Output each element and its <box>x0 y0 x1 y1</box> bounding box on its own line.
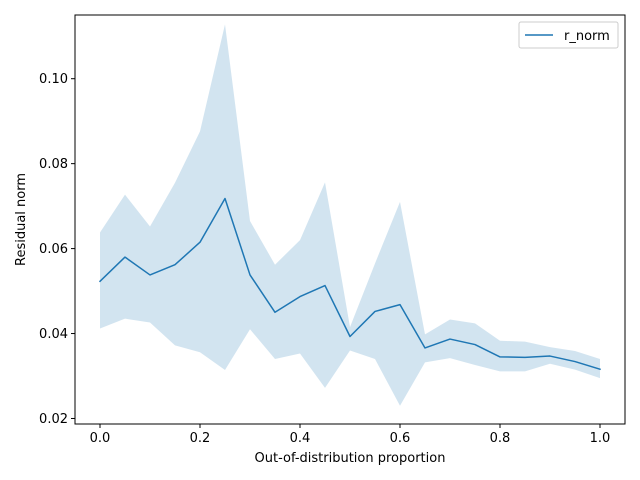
confidence-band-layer <box>100 24 600 406</box>
x-tick-label: 0.8 <box>490 431 511 446</box>
y-tick-label: 0.08 <box>39 157 68 172</box>
legend-label-r-norm: r_norm <box>564 29 610 44</box>
y-axis-label: Residual norm <box>14 173 29 266</box>
legend: r_norm <box>518 21 619 49</box>
x-axis-ticks: 0.0 0.2 0.4 0.6 0.8 1.0 <box>90 424 611 446</box>
x-tick-label: 0.4 <box>290 431 311 446</box>
y-tick-label: 0.02 <box>39 412 68 427</box>
x-tick-label: 0.0 <box>90 431 111 446</box>
plot-frame <box>74 14 626 425</box>
y-tick-label: 0.04 <box>39 327 68 342</box>
legend-box <box>518 21 619 49</box>
series-line-layer <box>98 197 601 371</box>
series-line-0 <box>98 197 601 371</box>
y-axis-ticks: 0.02 0.04 0.06 0.08 0.10 <box>39 72 75 427</box>
x-tick-label: 0.6 <box>390 431 411 446</box>
y-tick-label: 0.06 <box>39 242 68 257</box>
x-tick-label: 0.2 <box>190 431 211 446</box>
y-tick-label: 0.10 <box>39 72 68 87</box>
confidence-band-0 <box>100 24 600 406</box>
x-axis-label: Out-of-distribution proportion <box>255 451 446 466</box>
x-tick-label: 1.0 <box>590 431 611 446</box>
